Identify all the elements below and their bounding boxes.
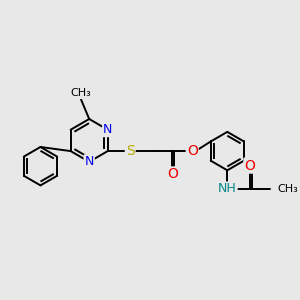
Text: CH₃: CH₃ xyxy=(70,88,91,98)
Text: S: S xyxy=(126,144,135,158)
Text: CH₃: CH₃ xyxy=(277,184,298,194)
Text: O: O xyxy=(244,159,255,172)
Text: N: N xyxy=(103,123,112,136)
Text: NH: NH xyxy=(218,182,237,196)
Text: O: O xyxy=(167,167,178,182)
Text: O: O xyxy=(187,144,198,158)
Text: N: N xyxy=(85,155,94,168)
